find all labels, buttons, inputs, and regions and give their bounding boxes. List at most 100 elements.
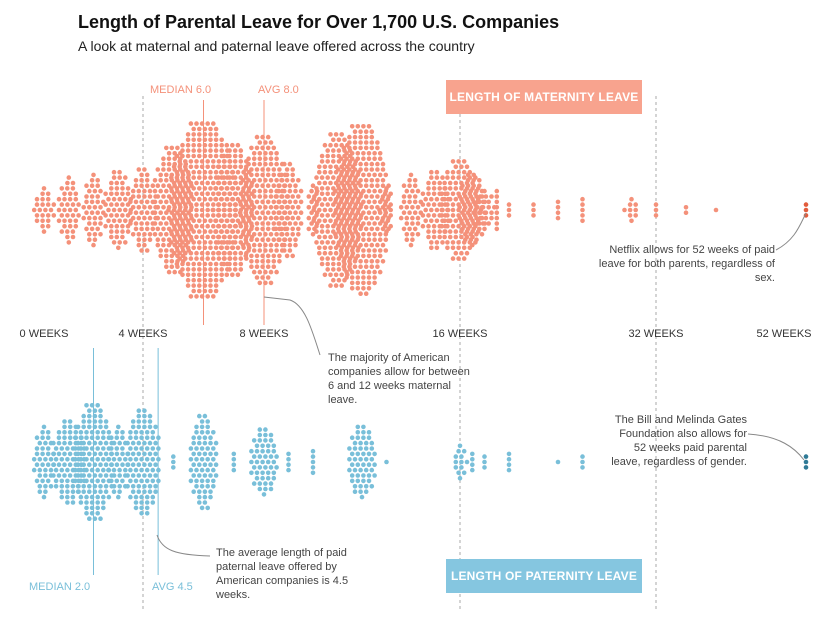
maternity-dot — [268, 188, 274, 194]
maternity-dot — [306, 226, 312, 232]
maternity-dot — [257, 205, 263, 210]
maternity-dot — [450, 207, 456, 213]
maternity-dot — [171, 191, 177, 197]
maternity-dot — [249, 167, 254, 172]
maternity-dot — [216, 159, 222, 164]
paternity-dot — [366, 462, 372, 468]
maternity-dot — [363, 242, 369, 248]
maternity-dot — [230, 272, 235, 278]
maternity-dot — [251, 161, 257, 167]
maternity-dot — [331, 256, 336, 261]
paternity-dot — [153, 484, 158, 489]
paternity-dot — [109, 435, 114, 441]
maternity-dot — [263, 205, 268, 210]
paternity-dot — [75, 451, 81, 457]
maternity-dot — [166, 151, 172, 156]
paternity-dot — [144, 446, 150, 451]
paternity-dot — [67, 473, 73, 478]
maternity-dot — [372, 280, 377, 286]
maternity-dot — [349, 172, 355, 178]
maternity-dot — [328, 245, 333, 251]
paternity-dot — [136, 413, 142, 419]
maternity-dot — [474, 237, 479, 242]
maternity-dot — [139, 172, 144, 178]
paternity-dot — [144, 478, 150, 484]
paternity-dot — [106, 430, 112, 435]
maternity-dot — [221, 261, 227, 267]
maternity-dot — [130, 215, 136, 221]
maternity-dot — [369, 145, 375, 151]
maternity-dot — [169, 264, 175, 270]
maternity-dot — [366, 172, 372, 178]
maternity-dot — [372, 156, 377, 161]
maternity-dot — [249, 199, 254, 205]
paternity-dot — [65, 484, 70, 489]
paternity-dot — [231, 457, 237, 462]
maternity-dot — [185, 267, 191, 272]
maternity-dot — [341, 205, 347, 210]
maternity-dot — [276, 183, 282, 188]
maternity-dot — [183, 213, 188, 218]
paternity-dot — [43, 457, 48, 462]
maternity-dot — [95, 194, 100, 199]
paternity-dot — [81, 451, 86, 457]
paternity-dot — [286, 467, 291, 473]
paternity-dot — [133, 494, 139, 500]
maternity-dot — [91, 242, 96, 248]
maternity-dot — [130, 188, 136, 194]
maternity-dot — [76, 213, 81, 218]
maternity-dot — [191, 277, 196, 283]
paternity-dot — [73, 467, 78, 473]
maternity-dot — [230, 196, 235, 202]
maternity-dot — [352, 145, 358, 151]
maternity-dot — [338, 210, 344, 215]
maternity-dot — [185, 272, 191, 278]
paternity-dot — [191, 489, 196, 495]
maternity-dot — [174, 186, 180, 191]
maternity-dot — [442, 218, 447, 224]
maternity-dot — [73, 191, 79, 197]
maternity-dot — [263, 215, 268, 221]
maternity-dot — [188, 256, 194, 261]
maternity-dot — [366, 237, 372, 242]
maternity-dot — [164, 145, 169, 151]
maternity-dot — [282, 237, 287, 242]
paternity-dot — [136, 462, 142, 468]
maternity-dot — [191, 261, 196, 267]
maternity-dot — [468, 215, 474, 221]
maternity-dot — [338, 188, 344, 194]
maternity-dot — [128, 199, 133, 205]
paternity-dot — [208, 440, 213, 446]
maternity-dot — [130, 232, 136, 237]
maternity-dot — [152, 221, 158, 226]
maternity-dot — [361, 199, 366, 205]
maternity-dot — [221, 240, 227, 245]
paternity-dot — [120, 446, 125, 451]
maternity-dot — [653, 207, 659, 213]
maternity-dot — [317, 250, 322, 256]
maternity-dot — [211, 223, 216, 229]
maternity-dot — [333, 142, 339, 148]
maternity-dot — [412, 199, 418, 205]
maternity-dot — [265, 199, 271, 205]
maternity-dot — [580, 218, 585, 224]
maternity-dot — [355, 151, 361, 156]
maternity-dot — [174, 169, 180, 175]
paternity-dot — [213, 440, 219, 446]
paternity-dot — [101, 494, 106, 500]
maternity-dot — [177, 256, 182, 261]
maternity-dot — [213, 137, 219, 143]
maternity-dot — [339, 132, 345, 137]
maternity-dot — [235, 229, 241, 234]
maternity-dot — [117, 175, 122, 180]
paternity-dot — [199, 446, 205, 451]
average-connector — [156, 534, 211, 557]
paternity-dot — [372, 451, 377, 457]
maternity-dot — [246, 178, 251, 183]
maternity-dot — [197, 148, 202, 153]
paternity-dot — [92, 440, 98, 446]
maternity-dot — [319, 175, 325, 180]
maternity-dot — [450, 223, 456, 229]
maternity-dot — [67, 223, 73, 229]
paternity-dot — [73, 435, 78, 441]
